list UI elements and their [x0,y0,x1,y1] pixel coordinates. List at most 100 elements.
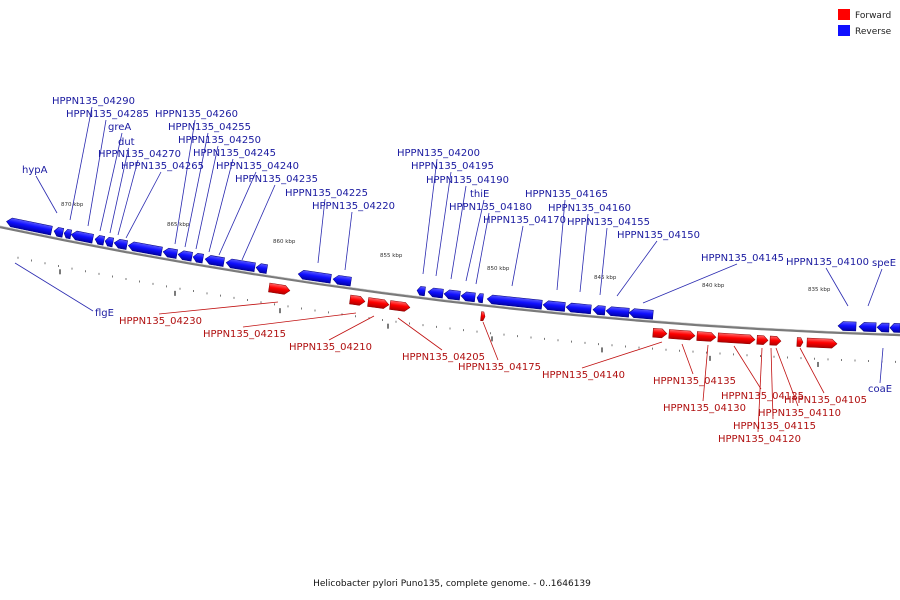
reverse-gene [876,322,890,333]
forward-gene [696,331,717,342]
reverse-gene-labels: hypAHPPN135_04290HPPN135_04285greAdutHPP… [22,96,896,395]
forward-gene-label: HPPN135_04230 [119,316,202,327]
genome-backbone [0,225,900,337]
forward-gene-label: HPPN135_04175 [458,362,541,373]
reverse-gene [476,293,484,304]
forward-gene [480,311,486,322]
reverse-gene-label: HPPN135_04225 [285,188,368,199]
reverse-gene [486,294,543,310]
forward-gene-label: HPPN135_04130 [663,403,746,414]
scale-label: 855 kbp [380,253,403,259]
scale-label: 835 kbp [808,287,831,293]
reverse-gene-label: HPPN135_04235 [235,174,318,185]
forward-gene [756,335,769,345]
reverse-gene-label: HPPN135_04145 [701,253,784,264]
forward-gene-label: HPPN135_04115 [733,421,816,432]
forward-gene [349,294,366,306]
reverse-gene [542,300,566,312]
reverse-gene-label: HPPN135_04220 [312,201,395,212]
forward-gene-label: HPPN135_04120 [718,434,801,445]
genome-caption: Helicobacter pylori Puno135, complete ge… [313,579,591,589]
reverse-gene [592,305,606,316]
legend-reverse-swatch [838,25,850,36]
legend-reverse-label: Reverse [855,27,892,37]
forward-gene [806,337,838,349]
reverse-gene [6,217,53,236]
reverse-gene-label: HPPN135_04100 [786,257,869,268]
reverse-gene-label: HPPN135_04245 [193,148,276,159]
scale-label: 845 kbp [594,275,617,281]
forward-gene-label: HPPN135_04135 [653,376,736,387]
reverse-gene [204,255,225,267]
reverse-gene [162,247,178,259]
reverse-gene [104,236,115,248]
reverse-gene [427,287,444,299]
reverse-gene [70,230,94,244]
legend-forward-label: Forward [855,11,891,21]
reverse-gene [297,269,332,284]
forward-gene [652,327,668,339]
forward-gene-label: HPPN135_04105 [784,395,867,406]
reverse-gene [605,306,630,318]
reverse-gene-label: coaE [868,384,892,395]
reverse-gene [63,228,73,240]
reverse-gene-label: HPPN135_04250 [178,135,261,146]
forward-gene [796,337,804,347]
reverse-gene-label: HPPN135_04200 [397,148,480,159]
reverse-gene-label: HPPN135_04255 [168,122,251,133]
reverse-gene [460,291,476,303]
scale-label: 850 kbp [487,266,510,272]
forward-gene [367,297,390,309]
reverse-gene [192,252,204,264]
scale-label: 870 kbp [61,202,84,208]
reverse-gene [332,275,352,287]
reverse-gene-label: HPPN135_04170 [483,215,566,226]
forward-gene [769,335,782,346]
reverse-gene [858,322,877,333]
reverse-gene-label: HPPN135_04285 [66,109,149,120]
reverse-gene-label: greA [108,122,131,133]
reverse-gene-label: HPPN135_04155 [567,217,650,228]
reverse-gene [889,323,900,333]
reverse-gene [416,286,426,297]
forward-gene-label: HPPN135_04210 [289,342,372,353]
reverse-gene-label: HPPN135_04160 [548,203,631,214]
forward-gene-label: HPPN135_04215 [203,329,286,340]
reverse-gene [177,250,193,262]
forward-gene-track [268,282,838,349]
reverse-gene-track [6,217,900,333]
reverse-gene-label: thiE [470,189,489,200]
reverse-gene-label: HPPN135_04195 [411,161,494,172]
forward-gene [268,282,291,295]
reverse-gene-label: HPPN135_04260 [155,109,238,120]
scale-label: 860 kbp [273,239,296,245]
reverse-gene [113,239,129,250]
reverse-gene [225,258,256,272]
reverse-gene-label: HPPN135_04265 [121,161,204,172]
label-leaders [14,106,884,433]
reverse-gene-label: HPPN135_04190 [426,175,509,186]
forward-gene [389,300,411,312]
reverse-gene [628,308,654,320]
reverse-gene [255,263,268,274]
legend: Forward Reverse [838,9,892,37]
legend-forward-swatch [838,9,850,20]
reverse-gene-label: HPPN135_04165 [525,189,608,200]
reverse-gene [94,235,106,246]
reverse-gene-label: dut [118,137,135,148]
reverse-gene-label: HPPN135_04270 [98,149,181,160]
scale-ticks [17,256,896,367]
forward-gene-label: HPPN135_04125 [721,391,804,402]
reverse-gene [443,289,461,301]
reverse-gene [53,227,65,238]
reverse-gene-label: HPPN135_04150 [617,230,700,241]
reverse-gene-label: HPPN135_04290 [52,96,135,107]
reverse-gene-label: HPPN135_04240 [216,161,299,172]
forward-gene-label: HPPN135_04205 [402,352,485,363]
forward-gene-label: HPPN135_04110 [758,408,841,419]
forward-gene [668,329,696,341]
reverse-gene [565,302,592,315]
